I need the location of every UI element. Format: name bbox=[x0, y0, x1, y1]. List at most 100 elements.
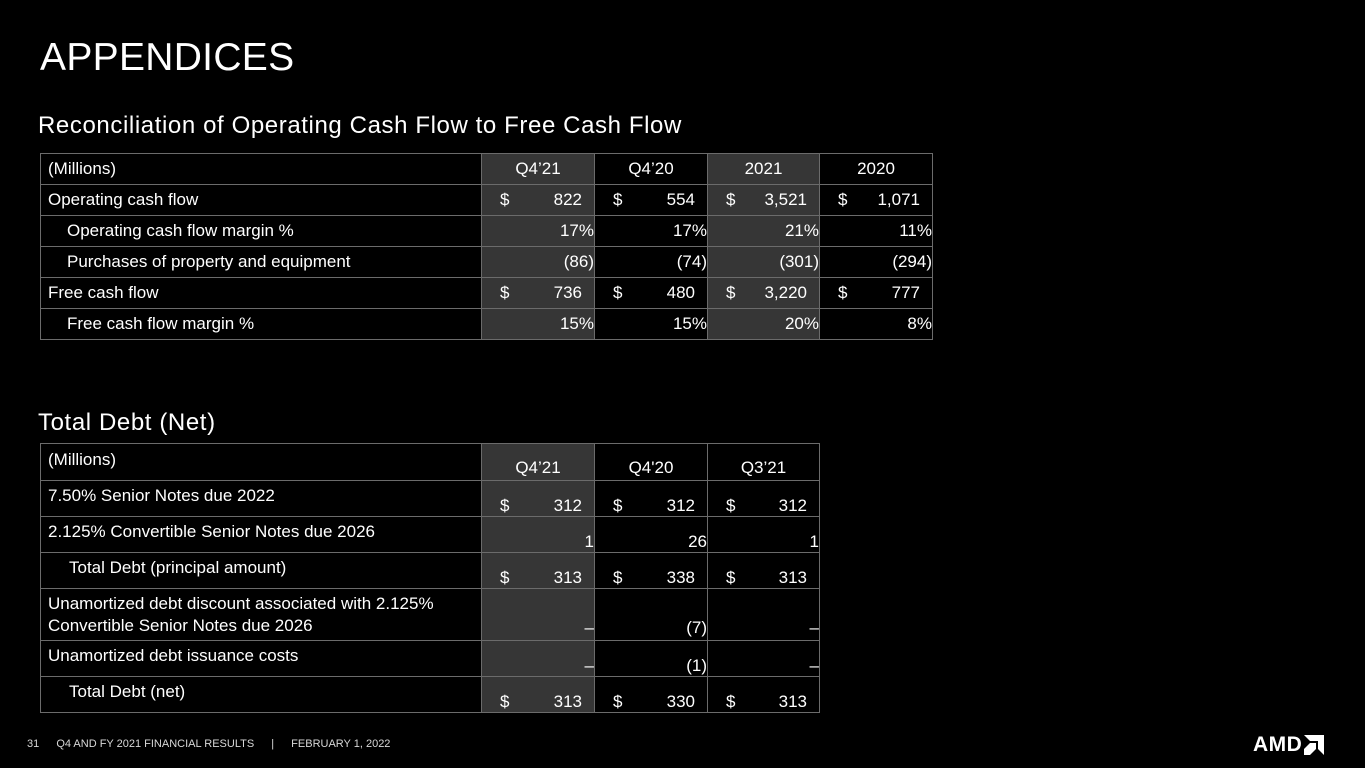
currency-symbol: $ bbox=[613, 283, 623, 302]
currency-symbol: $ bbox=[500, 568, 510, 587]
currency-symbol: $ bbox=[500, 190, 510, 209]
currency-symbol: $ bbox=[726, 496, 736, 515]
debt-table: (Millions) Q4’21 Q4'20 Q3’21 7.50% Senio… bbox=[40, 443, 820, 713]
cell-value: (1) bbox=[594, 640, 708, 677]
cell-value: 312 bbox=[666, 496, 695, 515]
currency-symbol: $ bbox=[726, 692, 736, 711]
cell-value: 21% bbox=[707, 215, 820, 247]
column-header-millions: (Millions) bbox=[40, 443, 482, 481]
amd-arrow-icon bbox=[1304, 734, 1325, 755]
currency-symbol: $ bbox=[613, 190, 623, 209]
cell-value: (74) bbox=[594, 246, 708, 278]
row-label-line: Convertible Senior Notes due 2026 bbox=[48, 615, 313, 635]
page-number: 31 bbox=[27, 738, 40, 750]
row-label: 2.125% Convertible Senior Notes due 2026 bbox=[40, 516, 482, 553]
cell-value: 1 bbox=[707, 516, 820, 553]
currency-symbol: $ bbox=[500, 496, 510, 515]
cell-value: 777 bbox=[891, 283, 920, 302]
page-title: APPENDICES bbox=[40, 36, 295, 79]
table-row: Free cash flow $736 $480 $3,220 $777 bbox=[40, 277, 933, 309]
cell-value: 312 bbox=[553, 496, 582, 515]
row-label: Free cash flow margin % bbox=[40, 308, 482, 340]
row-label: Total Debt (principal amount) bbox=[40, 552, 482, 589]
table-row: Operating cash flow margin % 17% 17% 21%… bbox=[40, 215, 933, 247]
cell-value: 313 bbox=[778, 692, 807, 711]
table-row: 7.50% Senior Notes due 2022 $312 $312 $3… bbox=[40, 480, 820, 517]
cell-value: – bbox=[707, 640, 820, 677]
table-header-row: (Millions) Q4’21 Q4’20 2021 2020 bbox=[40, 153, 933, 185]
cell-value: 313 bbox=[553, 568, 582, 587]
footer-date: FEBRUARY 1, 2022 bbox=[291, 738, 391, 750]
column-header-2021: 2021 bbox=[707, 153, 820, 185]
column-header-2020: 2020 bbox=[819, 153, 933, 185]
row-label: Operating cash flow bbox=[40, 184, 482, 216]
currency-symbol: $ bbox=[613, 692, 623, 711]
column-header-q4-21: Q4’21 bbox=[481, 443, 595, 481]
column-header-q3-21: Q3’21 bbox=[707, 443, 820, 481]
column-header-q4-20: Q4’20 bbox=[594, 153, 708, 185]
footer-text: Q4 AND FY 2021 FINANCIAL RESULTS bbox=[56, 738, 255, 750]
cell-value: 15% bbox=[481, 308, 595, 340]
cell-value: – bbox=[481, 588, 595, 641]
cell-value: – bbox=[481, 640, 595, 677]
row-label-multiline: Unamortized debt discount associated wit… bbox=[40, 588, 482, 641]
table-row: Total Debt (principal amount) $313 $338 … bbox=[40, 552, 820, 589]
cell-value: 480 bbox=[666, 283, 695, 302]
currency-symbol: $ bbox=[500, 283, 510, 302]
currency-symbol: $ bbox=[838, 190, 848, 209]
row-label: Unamortized debt issuance costs bbox=[40, 640, 482, 677]
table-row: 2.125% Convertible Senior Notes due 2026… bbox=[40, 516, 820, 553]
table-row: Unamortized debt issuance costs – (1) – bbox=[40, 640, 820, 677]
table-row: Purchases of property and equipment (86)… bbox=[40, 246, 933, 278]
table-row: Unamortized debt discount associated wit… bbox=[40, 588, 820, 641]
currency-symbol: $ bbox=[838, 283, 848, 302]
cell-value: (86) bbox=[481, 246, 595, 278]
cell-value: 17% bbox=[594, 215, 708, 247]
currency-symbol: $ bbox=[726, 568, 736, 587]
cell-value: 11% bbox=[819, 215, 933, 247]
currency-symbol: $ bbox=[726, 190, 736, 209]
table-header-row: (Millions) Q4’21 Q4'20 Q3’21 bbox=[40, 443, 820, 481]
row-label: Purchases of property and equipment bbox=[40, 246, 482, 278]
cell-value: 17% bbox=[481, 215, 595, 247]
cell-value: 554 bbox=[666, 190, 695, 209]
row-label: Operating cash flow margin % bbox=[40, 215, 482, 247]
column-header-millions: (Millions) bbox=[40, 153, 482, 185]
cell-value: 822 bbox=[553, 190, 582, 209]
logo-text: AMD bbox=[1253, 733, 1303, 756]
table-row: Free cash flow margin % 15% 15% 20% 8% bbox=[40, 308, 933, 340]
cell-value: 1 bbox=[481, 516, 595, 553]
column-header-q4-20: Q4'20 bbox=[594, 443, 708, 481]
cell-value: 26 bbox=[594, 516, 708, 553]
currency-symbol: $ bbox=[726, 283, 736, 302]
row-label: Total Debt (net) bbox=[40, 676, 482, 713]
cell-value: (301) bbox=[707, 246, 820, 278]
cell-value: 312 bbox=[778, 496, 807, 515]
row-label-line: Unamortized debt discount associated wit… bbox=[48, 593, 434, 613]
cell-value: 338 bbox=[666, 568, 695, 587]
cell-value: 313 bbox=[553, 692, 582, 711]
footer-separator: | bbox=[271, 738, 275, 750]
cell-value: 20% bbox=[707, 308, 820, 340]
table-row: Total Debt (net) $313 $330 $313 bbox=[40, 676, 820, 713]
amd-logo: AMD bbox=[1253, 733, 1325, 756]
cashflow-section-title: Reconciliation of Operating Cash Flow to… bbox=[38, 112, 682, 139]
column-header-q4-21: Q4’21 bbox=[481, 153, 595, 185]
cell-value: 8% bbox=[819, 308, 933, 340]
currency-symbol: $ bbox=[613, 496, 623, 515]
currency-symbol: $ bbox=[500, 692, 510, 711]
row-label: 7.50% Senior Notes due 2022 bbox=[40, 480, 482, 517]
debt-section-title: Total Debt (Net) bbox=[38, 409, 216, 436]
table-row: Operating cash flow $822 $554 $3,521 $1,… bbox=[40, 184, 933, 216]
cell-value: 1,071 bbox=[877, 190, 920, 209]
currency-symbol: $ bbox=[613, 568, 623, 587]
cell-value: (294) bbox=[819, 246, 933, 278]
cell-value: 3,521 bbox=[764, 190, 807, 209]
slide-footer: 31 Q4 AND FY 2021 FINANCIAL RESULTS | FE… bbox=[27, 738, 404, 750]
cell-value: 3,220 bbox=[764, 283, 807, 302]
cell-value: 330 bbox=[666, 692, 695, 711]
cell-value: 313 bbox=[778, 568, 807, 587]
cell-value: 15% bbox=[594, 308, 708, 340]
cell-value: 736 bbox=[553, 283, 582, 302]
cell-value: (7) bbox=[594, 588, 708, 641]
